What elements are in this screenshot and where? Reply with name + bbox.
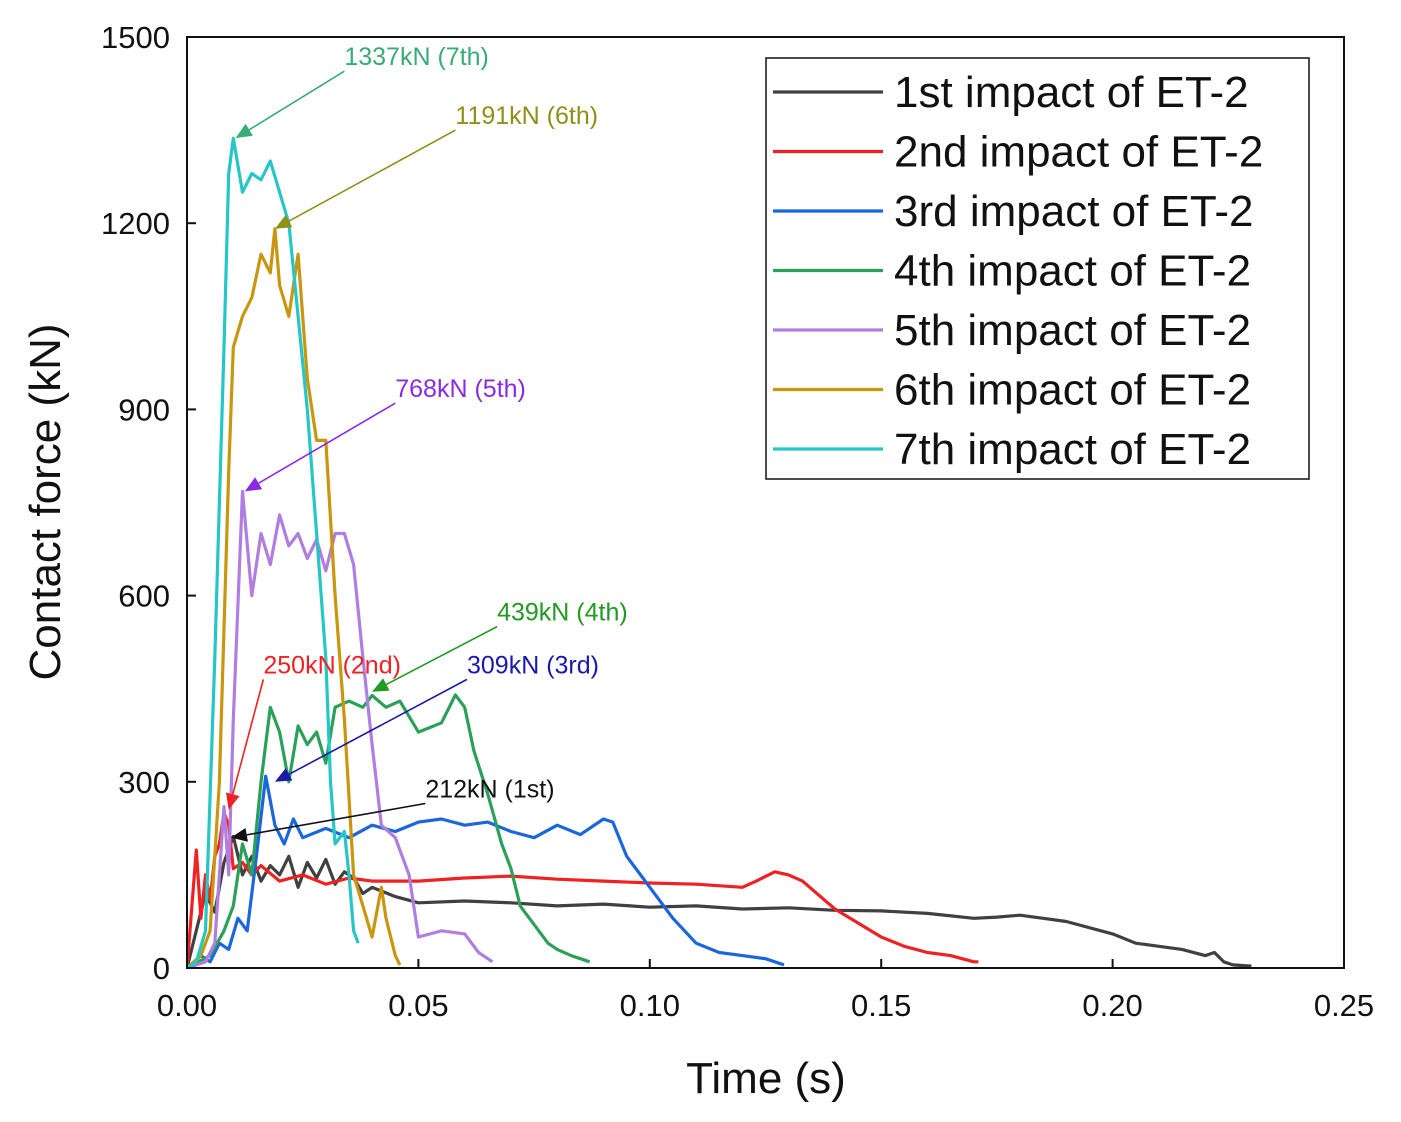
- annotation-label: 309kN (3rd): [467, 651, 599, 679]
- annotation-label: 768kN (5th): [395, 375, 526, 403]
- legend-label-4: 4th impact of ET-2: [894, 247, 1251, 296]
- series-line-4: [187, 693, 591, 968]
- x-tick-label: 0.05: [388, 988, 448, 1023]
- annotation-arrow-line: [385, 625, 498, 686]
- y-tick-label: 900: [118, 392, 170, 427]
- annotation-arrow-line: [258, 402, 396, 484]
- annotation-label: 439kN (4th): [497, 599, 628, 627]
- y-axis-title: Contact force (kN): [21, 324, 70, 681]
- legend-box: [765, 57, 1310, 480]
- annotation-arrowhead: [274, 214, 293, 229]
- annotation-arrow-line: [246, 802, 426, 836]
- annotation-label: 1191kN (6th): [455, 102, 598, 130]
- annotation-arrow-line: [231, 679, 265, 795]
- annotation-label: 1337kN (7th): [344, 43, 489, 71]
- annotation-arrow-line: [288, 129, 456, 222]
- series-line-7: [187, 136, 360, 968]
- annotation-arrow-line: [288, 678, 468, 775]
- axis-layer: 0.00 0.05 0.10 0.15 0.20 0.25 0 300 600 900 1200 15…: [101, 20, 1374, 1023]
- annotation-arrowhead: [230, 827, 248, 842]
- annotation-label: 212kN (1st): [425, 776, 554, 804]
- annotation-arrow-line: [248, 70, 345, 131]
- x-axis-title: Time (s): [686, 1054, 846, 1103]
- plot-frame: [186, 36, 1345, 969]
- x-tick-label: 0.20: [1082, 988, 1142, 1023]
- y-tick-label: 1200: [101, 206, 170, 241]
- y-tick-label: 600: [118, 579, 170, 614]
- legend-label-5: 5th impact of ET-2: [894, 306, 1251, 355]
- x-tick-label: 0.10: [620, 988, 680, 1023]
- legend-label-7: 7th impact of ET-2: [894, 425, 1251, 474]
- annotation-arrowhead: [226, 792, 240, 810]
- y-tick-label: 1500: [101, 20, 170, 55]
- x-tick-label: 0.25: [1314, 988, 1374, 1023]
- y-tick-label: 0: [153, 951, 170, 986]
- series-line-5: [187, 489, 494, 968]
- y-tick-label: 300: [118, 765, 170, 800]
- legend-label-3: 3rd impact of ET-2: [894, 187, 1253, 236]
- series-line-2: [187, 811, 979, 968]
- legend-label-1: 1st impact of ET-2: [894, 68, 1249, 117]
- x-tick-label: 0.15: [851, 988, 911, 1023]
- annotation-arrowhead: [274, 768, 293, 782]
- annotation-arrowhead: [372, 678, 390, 692]
- annotation-layer: 1337kN (7th) 1191kN (6th) 768kN (5th) 439kN…: [226, 43, 628, 842]
- series-layer: [187, 136, 1252, 968]
- annotation-arrowhead: [244, 477, 263, 492]
- legend: 1st impact of ET-2 2nd impact of ET-2 3rd …: [765, 57, 1310, 480]
- series-line-6: [187, 227, 402, 968]
- annotation-arrowhead: [235, 123, 253, 139]
- x-tick-label: 0.00: [157, 988, 217, 1023]
- series-line-3: [187, 774, 785, 968]
- legend-label-2: 2nd impact of ET-2: [894, 128, 1263, 177]
- annotation-label: 250kN (2nd): [263, 651, 401, 679]
- legend-label-6: 6th impact of ET-2: [894, 366, 1251, 415]
